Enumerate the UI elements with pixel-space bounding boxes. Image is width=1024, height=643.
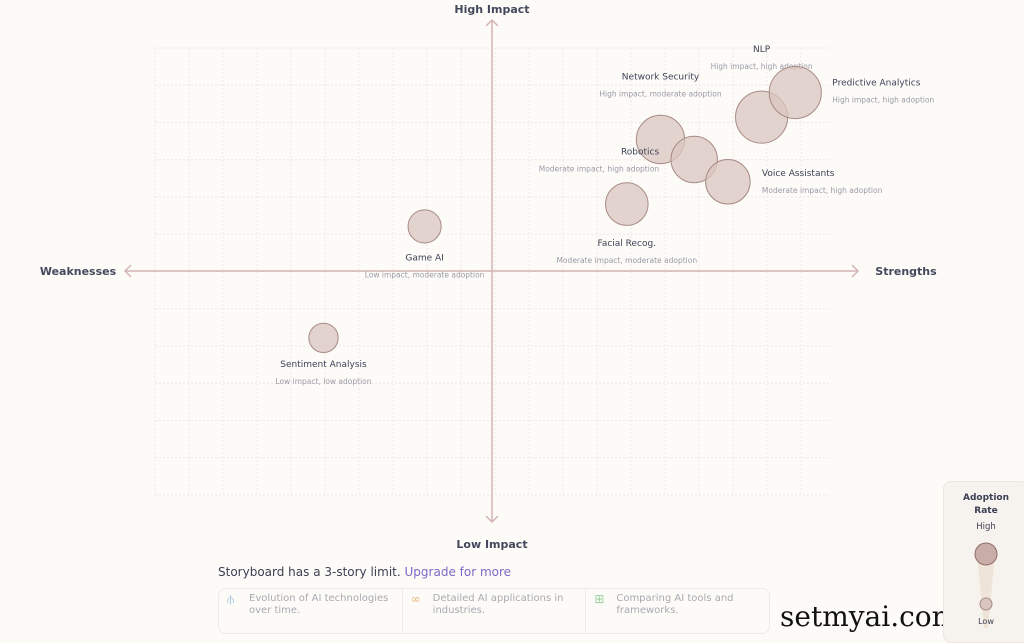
data-point[interactable]: Predictive Analytics High impact, high ad… bbox=[768, 66, 935, 120]
legend-low: Low bbox=[978, 617, 994, 626]
timeline-icon: ⫛ bbox=[227, 592, 235, 606]
point-description: Moderate impact, high adoption bbox=[539, 165, 660, 174]
legend-title: Adoption Rate bbox=[962, 493, 1009, 516]
bubble bbox=[768, 66, 822, 120]
axis-top-label: High Impact bbox=[454, 3, 529, 16]
point-description: Moderate impact, moderate adoption bbox=[557, 256, 698, 265]
point-description: Low impact, moderate adoption bbox=[365, 270, 485, 279]
point-description: Moderate impact, high adoption bbox=[762, 186, 883, 195]
point-label: Voice Assistants bbox=[762, 169, 835, 179]
story-cards: ⫛ Evolution of AI technologies over time.… bbox=[218, 588, 770, 634]
bubble bbox=[605, 182, 649, 226]
data-point[interactable]: Sentiment Analysis Low impact, low adopti… bbox=[276, 322, 372, 386]
axes bbox=[123, 18, 860, 524]
upgrade-link[interactable]: Upgrade for more bbox=[404, 565, 512, 579]
axis-bottom-label: Low Impact bbox=[456, 538, 527, 551]
axis-left-label: Weaknesses bbox=[40, 265, 117, 278]
point-description: Low impact, low adoption bbox=[276, 377, 372, 386]
data-point[interactable]: Facial Recog. Moderate impact, moderate a… bbox=[557, 182, 698, 265]
card-text: Detailed AI applications in industries. bbox=[432, 593, 564, 616]
point-label: NLP bbox=[753, 45, 771, 55]
bubble bbox=[407, 209, 442, 244]
point-description: High impact, high adoption bbox=[832, 96, 934, 105]
point-label: Game AI bbox=[405, 253, 443, 263]
data-point[interactable]: Voice Assistants Moderate impact, high ad… bbox=[705, 159, 883, 205]
legend-small-bubble bbox=[979, 597, 993, 611]
axis-arrow bbox=[485, 515, 499, 524]
bubble bbox=[705, 159, 751, 205]
story-limit-notice: Storyboard has a 3-story limit. Upgrade … bbox=[218, 565, 511, 579]
limit-text: Storyboard has a 3-story limit. bbox=[218, 565, 401, 579]
watermark: setmyai.com bbox=[780, 600, 959, 633]
bubble bbox=[308, 322, 339, 354]
point-label: Robotics bbox=[621, 148, 660, 158]
grid-icon: ⊞ bbox=[594, 592, 605, 606]
point-label: Predictive Analytics bbox=[832, 79, 920, 89]
card-text: Evolution of AI technologies over time. bbox=[249, 593, 389, 616]
axis-arrow bbox=[851, 264, 860, 278]
legend-high: High bbox=[976, 522, 996, 532]
point-description: High impact, high adoption bbox=[711, 62, 813, 71]
story-card[interactable]: ⊞ Comparing AI tools and frameworks. bbox=[586, 589, 769, 633]
card-text: Comparing AI tools and frameworks. bbox=[616, 593, 734, 616]
point-label: Network Security bbox=[622, 72, 700, 82]
axis-arrow bbox=[485, 18, 499, 27]
data-point[interactable]: Game AI Low impact, moderate adoption bbox=[365, 209, 485, 280]
story-card[interactable]: ⫛ Evolution of AI technologies over time. bbox=[219, 589, 403, 633]
adoption-legend: Adoption Rate High Low bbox=[943, 481, 1024, 643]
axis-right-label: Strengths bbox=[875, 265, 937, 278]
network-icon: ∞ bbox=[410, 592, 421, 606]
axis-arrow bbox=[123, 264, 132, 278]
point-description: High impact, moderate adoption bbox=[599, 89, 721, 98]
bubble bbox=[670, 135, 718, 184]
data-point[interactable]: Robotics Moderate impact, high adoption bbox=[539, 135, 718, 184]
point-label: Facial Recog. bbox=[597, 239, 656, 249]
legend-scale: Low bbox=[974, 542, 998, 628]
story-card[interactable]: ∞ Detailed AI applications in industries. bbox=[403, 589, 587, 633]
point-label: Sentiment Analysis bbox=[280, 360, 367, 370]
legend-large-bubble bbox=[974, 542, 998, 566]
